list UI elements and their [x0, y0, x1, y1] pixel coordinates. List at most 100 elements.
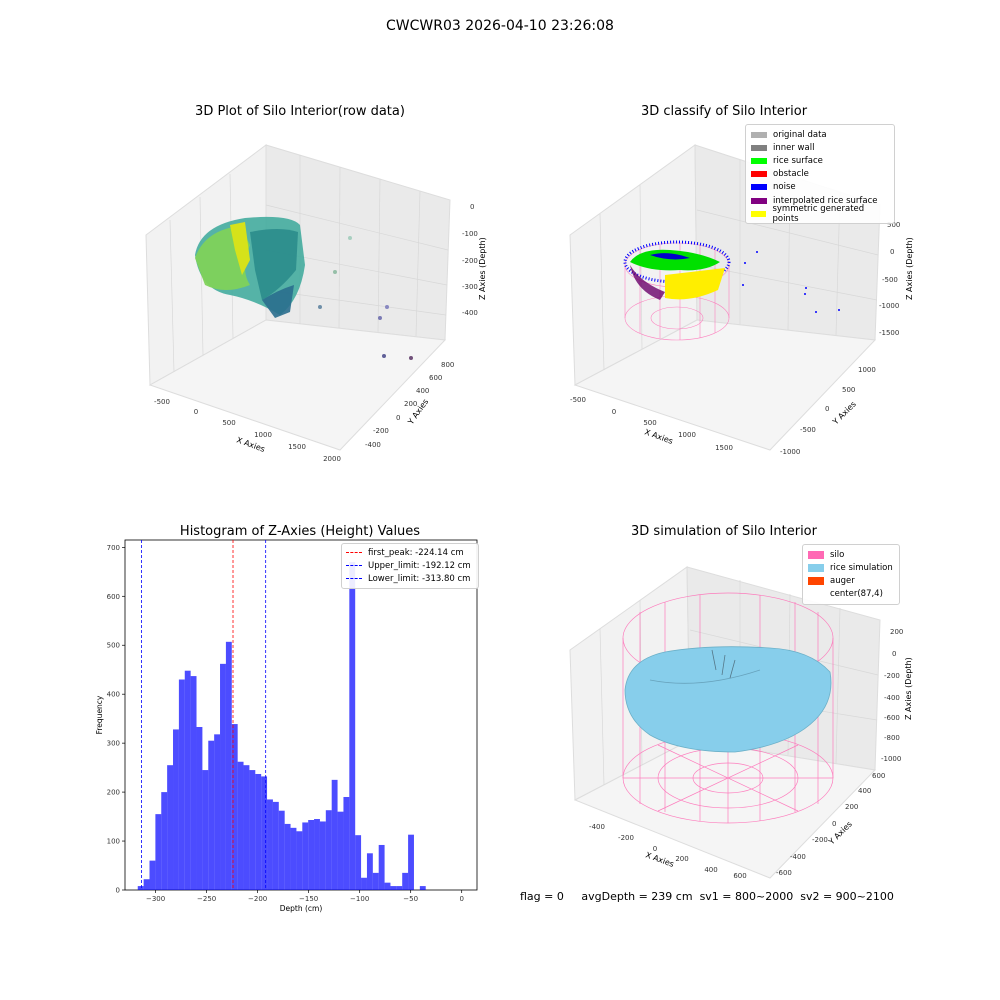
raw-plot-title: 3D Plot of Silo Interior(row data)	[195, 104, 405, 119]
legend-swatch	[751, 197, 767, 204]
histogram-bar	[231, 724, 238, 890]
histogram-legend: first_peak: -224.14 cm Upper_limit: -192…	[341, 543, 479, 589]
simulation-ztick-label: -800	[884, 734, 900, 742]
histogram-bar	[202, 770, 209, 890]
legend-label: center(87,4)	[830, 589, 883, 600]
histogram-bar	[249, 770, 256, 890]
histogram-bar	[225, 641, 232, 890]
legend-swatch	[751, 157, 767, 164]
histogram-bar	[331, 779, 338, 890]
classify-ztick-label: 500	[887, 221, 900, 229]
raw-ztick-label: -300	[462, 283, 478, 291]
legend-entry-symmetric: symmetric generated points	[751, 204, 889, 224]
legend-entry-upper-limit: Upper_limit: -192.12 cm	[346, 559, 474, 572]
histogram-bar	[184, 670, 191, 890]
histogram-y-tick-label: 0	[116, 887, 120, 895]
histogram-bar	[267, 799, 273, 890]
legend-swatch	[751, 144, 767, 151]
legend-swatch	[751, 184, 767, 191]
legend-entry-inner-wall: inner wall	[751, 141, 889, 154]
histogram-bar	[208, 740, 215, 890]
legend-entry-obstacle: obstacle	[751, 168, 889, 181]
legend-line	[346, 565, 362, 567]
legend-entry-interpolated: interpolated rice surface	[751, 194, 889, 207]
histogram-x-axis-label: Depth (cm)	[280, 904, 323, 913]
simulation-ztick-label: 200	[890, 628, 903, 636]
simulation-xtick-label: 200	[675, 855, 688, 863]
legend-label: original data	[773, 129, 827, 140]
raw-ztick-label: -100	[462, 230, 478, 238]
classify-ztick-label: 0	[890, 248, 894, 256]
simulation-plot-title: 3D simulation of Silo Interior	[631, 524, 817, 539]
classify-ztick-label: -1000	[879, 302, 899, 310]
classify-y-axis-label: Y Axies	[830, 400, 858, 428]
raw-point-cloud	[195, 216, 413, 360]
simulation-ztick-label: -600	[884, 714, 900, 722]
classify-3d-plot[interactable]: -500 0 500 1000 1500 -1000 -500 0 500 10…	[565, 140, 920, 470]
raw-ytick-label: 600	[429, 374, 442, 382]
sv2-text: sv2 = 900~2100	[800, 890, 894, 903]
raw-ytick-label: 200	[404, 400, 417, 408]
classify-ytick-label: -1000	[780, 448, 800, 456]
histogram-bar	[396, 886, 403, 890]
histogram-bar	[137, 886, 144, 890]
histogram-bar	[173, 729, 179, 890]
histogram-bar	[337, 811, 344, 890]
histogram-x-tick-label: 0	[459, 895, 463, 903]
raw-ytick-label: 400	[416, 387, 429, 395]
raw-xtick-label: 2000	[323, 455, 341, 463]
legend-entry-auger: auger	[808, 574, 894, 587]
histogram-x-tick-label: −100	[350, 895, 369, 903]
flag-text: flag = 0	[520, 890, 564, 903]
histogram-x-tick-label: −200	[248, 895, 267, 903]
histogram-chart[interactable]: −300 −250 −200 −150 −100 −50 0 0 100 200 300 400 500…	[90, 535, 490, 915]
raw-xtick-label: -500	[154, 398, 170, 406]
histogram-bar	[408, 834, 414, 890]
classify-xtick-label: 1500	[715, 444, 733, 452]
raw-ztick-label: 0	[470, 203, 474, 211]
avg-depth-text: avgDepth = 239 cm	[581, 890, 693, 903]
legend-label: first_peak: -224.14 cm	[368, 547, 464, 558]
histogram-bar	[384, 882, 391, 890]
histogram-bar	[378, 844, 385, 890]
legend-label: auger	[830, 575, 855, 586]
raw-3d-plot[interactable]: -500 0 500 1000 1500 2000 -400 -200 0 20…	[140, 140, 490, 470]
histogram-bar	[190, 676, 197, 890]
histogram-bar	[261, 776, 268, 890]
classify-xtick-label: 0	[612, 408, 616, 416]
simulation-rice-surface	[624, 646, 832, 753]
histogram-bar	[272, 801, 279, 890]
classify-ytick-label: 1000	[858, 366, 876, 374]
histogram-bar	[390, 886, 397, 890]
legend-swatch	[751, 210, 767, 217]
legend-swatch	[751, 171, 767, 178]
simulation-ytick-label: 600	[872, 772, 885, 780]
histogram-y-tick-label: 200	[107, 789, 120, 797]
simulation-ytick-label: 400	[858, 787, 871, 795]
raw-axes-panes	[145, 144, 451, 451]
simulation-ztick-label: -400	[884, 694, 900, 702]
simulation-ytick-label: -200	[812, 836, 828, 844]
raw-ticks: -500 0 500 1000 1500 2000 -400 -200 0 20…	[154, 203, 478, 463]
simulation-z-axis-label: Z Axies (Depth)	[904, 657, 913, 720]
histogram-bar	[237, 761, 244, 890]
simulation-3d-plot[interactable]: -400 -200 0 200 400 600 -600 -400 -200 0…	[565, 560, 920, 885]
histogram-y-tick-label: 100	[107, 838, 120, 846]
histogram-x-tick-label: −250	[197, 895, 216, 903]
simulation-xtick-label: 0	[653, 845, 657, 853]
histogram-y-tick-label: 300	[107, 740, 120, 748]
classify-ytick-label: -500	[800, 426, 816, 434]
histogram-bar	[220, 663, 226, 890]
histogram-bar	[196, 726, 203, 890]
simulation-ticks: -400 -200 0 200 400 600 -600 -400 -200 0…	[589, 628, 903, 880]
simulation-xtick-label: 600	[733, 872, 746, 880]
legend-swatch	[808, 550, 824, 559]
simulation-x-axis-label: X Axies	[644, 850, 675, 869]
legend-swatch	[808, 590, 824, 598]
simulation-ytick-label: -400	[790, 853, 806, 861]
classify-x-axis-label: X Axies	[643, 427, 674, 446]
histogram-bar	[284, 823, 291, 890]
histogram-bar	[343, 796, 350, 890]
histogram-bar	[419, 886, 426, 890]
histogram-bar	[361, 877, 367, 890]
